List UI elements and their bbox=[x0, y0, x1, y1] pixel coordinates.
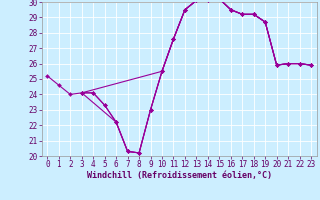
X-axis label: Windchill (Refroidissement éolien,°C): Windchill (Refroidissement éolien,°C) bbox=[87, 171, 272, 180]
